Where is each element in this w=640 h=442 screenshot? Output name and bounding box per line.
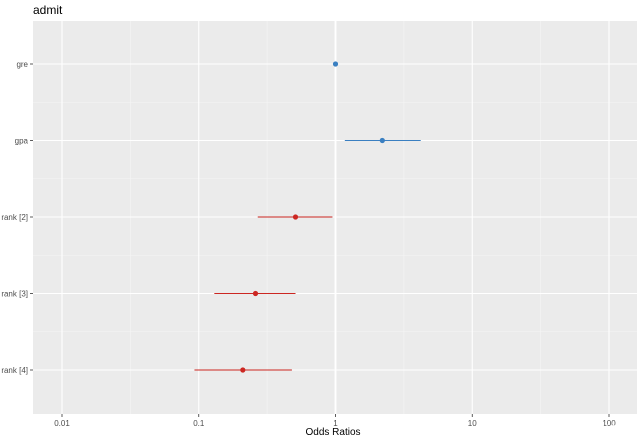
x-tick-label: 0.01 xyxy=(54,419,70,428)
y-tick-label: gpa xyxy=(15,137,29,146)
point-estimate xyxy=(240,367,246,373)
watermark: @稀土掘金技术社区 xyxy=(519,422,636,438)
point-estimate xyxy=(292,214,299,220)
x-axis-ticks: 0.01 0.1 1 10 100 xyxy=(54,414,616,428)
y-tick-label: rank [3] xyxy=(1,290,28,299)
chart-marks xyxy=(194,61,421,373)
point-estimate xyxy=(252,290,259,297)
point-estimate xyxy=(379,137,385,144)
chart-title: admit xyxy=(33,3,63,17)
x-tick-label: 1 xyxy=(333,419,338,428)
x-tick-label: 100 xyxy=(602,419,616,428)
point-estimate xyxy=(332,61,339,67)
y-tick-label: rank [4] xyxy=(1,366,28,375)
y-tick-label: gre xyxy=(16,60,28,69)
y-axis-ticks: gre gpa rank [2] rank [3] rank [4] xyxy=(1,60,33,375)
y-tick-label: rank [2] xyxy=(1,213,28,222)
x-axis-label: Odds Ratios xyxy=(305,427,360,438)
x-tick-label: 10 xyxy=(468,419,477,428)
x-tick-label: 0.1 xyxy=(193,419,205,428)
